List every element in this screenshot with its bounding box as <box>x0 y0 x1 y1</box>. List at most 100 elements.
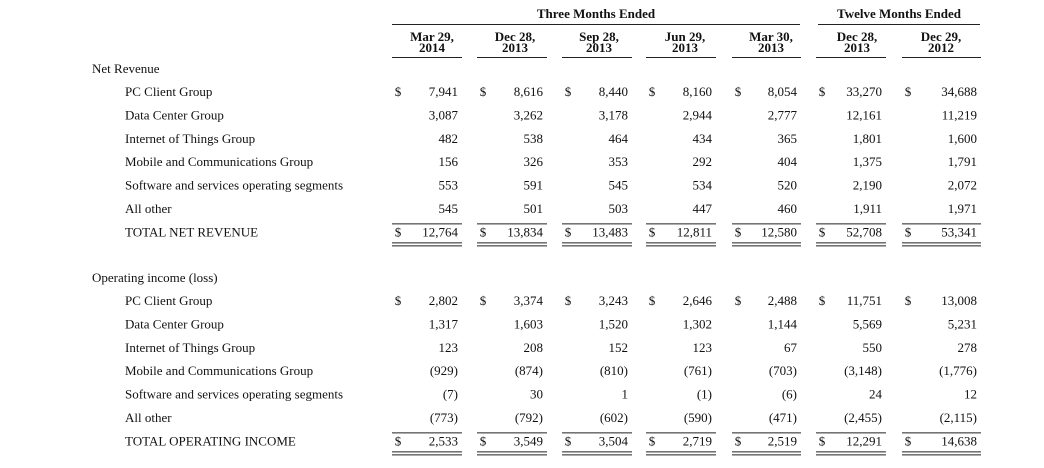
cell-value: (6) <box>782 387 797 402</box>
cell-value: (929) <box>430 363 458 378</box>
total-label: TOTAL OPERATING INCOME <box>125 433 296 448</box>
column-header: Dec 29, <box>921 29 961 44</box>
cell-value: 7,941 <box>429 84 458 99</box>
group-header: Three Months Ended <box>537 6 656 21</box>
cell-value: 53,341 <box>941 224 977 239</box>
cell-value: 503 <box>609 201 629 216</box>
cell-value: 12 <box>964 387 977 402</box>
cell-value: (792) <box>515 410 543 425</box>
cell-value: 33,270 <box>846 84 882 99</box>
cell-value: 208 <box>524 340 544 355</box>
cell-value: 2,190 <box>853 178 882 193</box>
column-header: Jun 29, <box>665 29 705 44</box>
currency: $ <box>395 433 402 448</box>
cell-value: 3,504 <box>599 433 629 448</box>
section-title: Net Revenue <box>92 61 160 76</box>
cell-value: (874) <box>515 363 543 378</box>
cell-value: 1,600 <box>948 131 977 146</box>
cell-value: 8,054 <box>768 84 798 99</box>
cell-value: 2,719 <box>683 433 712 448</box>
cell-value: (471) <box>769 410 797 425</box>
row-label: Mobile and Communications Group <box>125 154 313 169</box>
row-label: Internet of Things Group <box>125 340 255 355</box>
row-label: Data Center Group <box>125 107 224 122</box>
currency: $ <box>565 293 572 308</box>
cell-value: 2,072 <box>948 178 977 193</box>
cell-value: 1 <box>622 387 629 402</box>
cell-value: 12,580 <box>761 224 797 239</box>
column-header: 2013 <box>672 40 699 55</box>
cell-value: 1,971 <box>948 201 977 216</box>
cell-value: (761) <box>684 363 712 378</box>
column-header: 2012 <box>928 40 954 55</box>
cell-value: 34,688 <box>941 84 977 99</box>
cell-value: 8,616 <box>514 84 544 99</box>
currency: $ <box>905 84 912 99</box>
cell-value: (7) <box>443 387 458 402</box>
currency: $ <box>480 84 487 99</box>
cell-value: 365 <box>778 131 798 146</box>
cell-value: 1,801 <box>853 131 882 146</box>
row-label: Software and services operating segments <box>125 178 343 193</box>
row-label: Data Center Group <box>125 316 224 331</box>
currency: $ <box>565 224 572 239</box>
cell-value: 11,219 <box>942 107 977 122</box>
cell-value: 3,262 <box>514 107 543 122</box>
cell-value: 353 <box>609 154 629 169</box>
cell-value: (2,455) <box>844 410 882 425</box>
row-label: Mobile and Communications Group <box>125 363 313 378</box>
cell-value: 11,751 <box>847 293 882 308</box>
cell-value: 447 <box>693 201 713 216</box>
cell-value: 5,231 <box>948 316 977 331</box>
currency: $ <box>819 293 826 308</box>
cell-value: 501 <box>524 201 544 216</box>
column-header: Mar 30, <box>749 29 793 44</box>
cell-value: 1,520 <box>599 316 628 331</box>
cell-value: 12,291 <box>846 433 882 448</box>
total-label: TOTAL NET REVENUE <box>125 224 258 239</box>
cell-value: 460 <box>778 201 798 216</box>
row-label: PC Client Group <box>125 84 212 99</box>
cell-value: (1) <box>697 387 712 402</box>
cell-value: 3,549 <box>514 433 543 448</box>
cell-value: 3,243 <box>599 293 628 308</box>
cell-value: 553 <box>439 178 459 193</box>
section-title: Operating income (loss) <box>92 270 218 285</box>
cell-value: 5,569 <box>853 316 882 331</box>
cell-value: 1,144 <box>768 316 798 331</box>
column-header: Dec 28, <box>837 29 877 44</box>
cell-value: 12,764 <box>422 224 458 239</box>
currency: $ <box>819 224 826 239</box>
currency: $ <box>565 84 572 99</box>
cell-value: 1,603 <box>514 316 543 331</box>
cell-value: 13,483 <box>592 224 628 239</box>
cell-value: 30 <box>530 387 543 402</box>
cell-value: 2,802 <box>429 293 458 308</box>
column-header: Dec 28, <box>495 29 535 44</box>
currency: $ <box>480 224 487 239</box>
currency: $ <box>649 224 656 239</box>
column-header: Sep 28, <box>579 29 619 44</box>
cell-value: 2,646 <box>683 293 713 308</box>
cell-value: 434 <box>693 131 713 146</box>
cell-value: (1,776) <box>939 363 977 378</box>
row-label: PC Client Group <box>125 293 212 308</box>
cell-value: 1,791 <box>948 154 977 169</box>
cell-value: 464 <box>609 131 629 146</box>
cell-value: 123 <box>439 340 459 355</box>
column-header: Mar 29, <box>410 29 454 44</box>
cell-value: 534 <box>693 178 713 193</box>
cell-value: 3,374 <box>514 293 544 308</box>
row-label: All other <box>125 201 172 216</box>
cell-value: 278 <box>958 340 978 355</box>
currency: $ <box>480 293 487 308</box>
cell-value: 326 <box>524 154 544 169</box>
cell-value: 156 <box>439 154 459 169</box>
currency: $ <box>395 293 402 308</box>
cell-value: (3,148) <box>844 363 882 378</box>
row-label: All other <box>125 410 172 425</box>
column-header: 2013 <box>502 40 529 55</box>
cell-value: 1,911 <box>853 201 882 216</box>
